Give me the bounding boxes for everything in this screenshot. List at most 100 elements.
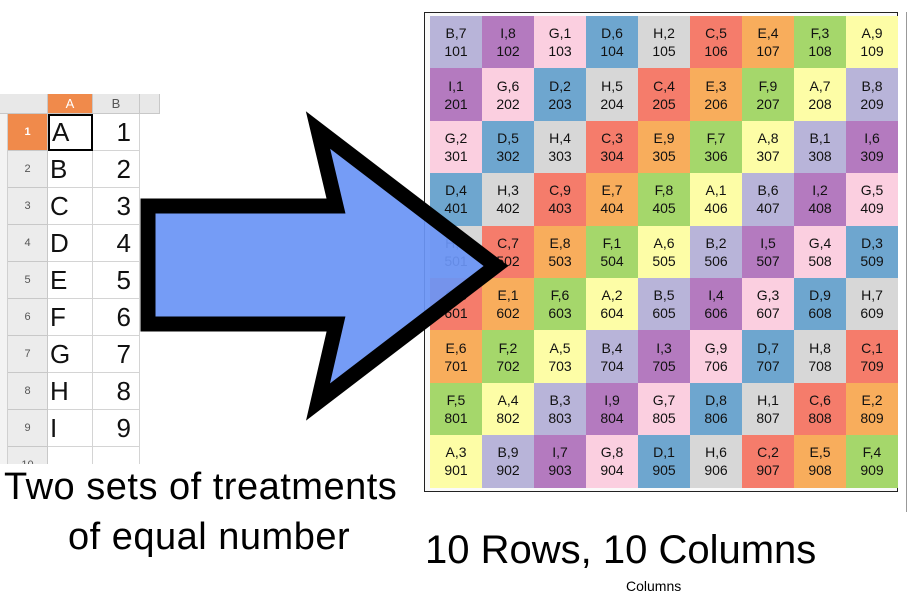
plot-treatment-label: I,3	[656, 339, 672, 356]
cell-a[interactable]: B	[48, 151, 93, 188]
plot-treatment-label: C,4	[653, 77, 675, 94]
plot-cell: G,3 607	[742, 277, 794, 331]
plot-treatment-label: H,2	[653, 25, 675, 42]
plot-treatment-label: C,1	[861, 339, 883, 356]
cell-b[interactable]: 7	[93, 336, 140, 373]
plot-treatment-label: E,2	[861, 391, 883, 408]
row-header[interactable]: 2	[8, 151, 48, 188]
cell-a[interactable]: D	[48, 225, 93, 262]
plot-treatment-label: A,5	[549, 339, 571, 356]
plot-cell: A,1 406	[690, 173, 742, 226]
plot-treatment-label: D,6	[601, 25, 623, 42]
plot-cell: E,7 404	[586, 173, 638, 226]
cell-a[interactable]	[48, 447, 93, 464]
plot-treatment-label: H,9	[445, 234, 467, 251]
plot-cell: H,5 204	[586, 68, 638, 121]
plot-cell: A,9 109	[846, 16, 898, 69]
plot-cell: I,9 804	[586, 382, 638, 436]
cell-a[interactable]: H	[48, 373, 93, 410]
plot-treatment-label: B,1	[809, 129, 831, 146]
plot-treatment-label: E,3	[705, 77, 727, 94]
plot-cell: H,6 906	[690, 435, 742, 488]
row-header[interactable]: 3	[8, 188, 48, 225]
plot-cell: E,2 809	[846, 382, 898, 436]
plot-number: 705	[652, 357, 676, 374]
row-header[interactable]: 10	[8, 447, 48, 464]
row-header[interactable]: 8	[8, 373, 48, 410]
plot-treatment-label: D,8	[705, 391, 727, 408]
plot-number: 707	[756, 357, 780, 374]
plot-cell: D,1 905	[638, 435, 690, 488]
row-header[interactable]: 9	[8, 410, 48, 447]
cell-b[interactable]: 8	[93, 373, 140, 410]
cell-a[interactable]: I	[48, 410, 93, 447]
plot-cell: B,5 605	[638, 277, 690, 331]
plot-number: 306	[704, 147, 728, 164]
plot-number: 502	[496, 252, 520, 269]
cell-a[interactable]: A	[48, 114, 93, 151]
plot-cell: F,2 702	[482, 330, 534, 383]
cell-a[interactable]: G	[48, 336, 93, 373]
row-header[interactable]: 6	[8, 299, 48, 336]
cell-a[interactable]: C	[48, 188, 93, 225]
row-header[interactable]: 4	[8, 225, 48, 262]
plot-treatment-label: B,7	[445, 25, 467, 42]
plot-treatment-label: G,1	[548, 25, 572, 42]
column-header-a[interactable]: A	[48, 94, 93, 114]
plot-cell: H,9 501	[430, 225, 482, 278]
cell-b[interactable]: 1	[93, 114, 140, 151]
cell-a[interactable]: F	[48, 299, 93, 336]
plot-treatment-label: F,2	[498, 339, 518, 356]
plot-treatment-label: G,6	[496, 77, 520, 94]
plot-cell: I,1 201	[430, 68, 482, 121]
plot-cell: F,8 405	[638, 173, 690, 226]
plot-treatment-label: H,8	[809, 339, 831, 356]
plot-treatment-label: G,8	[600, 444, 624, 461]
cell-b[interactable]: 9	[93, 410, 140, 447]
plot-treatment-label: I,4	[708, 287, 724, 304]
plot-treatment-label: H,5	[601, 77, 623, 94]
cell-b[interactable]: 6	[93, 299, 140, 336]
plot-treatment-label: A,9	[861, 25, 883, 42]
plot-number: 903	[548, 462, 572, 479]
sheet-corner[interactable]	[0, 94, 48, 114]
row-header[interactable]: 1	[8, 114, 48, 151]
cell-b[interactable]: 3	[93, 188, 140, 225]
plot-cell: C,9 403	[534, 173, 586, 226]
cell-b[interactable]: 5	[93, 262, 140, 299]
plot-number: 801	[444, 409, 468, 426]
plot-cell: A,4 802	[482, 382, 534, 436]
column-header-b[interactable]: B	[93, 94, 140, 114]
plot-cell: C,2 907	[742, 435, 794, 488]
plot-treatment-label: F,6	[550, 287, 570, 304]
plot-cell: B,6 407	[742, 173, 794, 226]
row-header[interactable]: 5	[8, 262, 48, 299]
plot-number: 807	[756, 409, 780, 426]
plot-cell: A,2 604	[586, 277, 638, 331]
plot-treatment-label: I,5	[760, 234, 776, 251]
plot-cell: H,8 708	[794, 330, 846, 383]
plot-number: 205	[652, 95, 676, 112]
plot-treatment-label: B,8	[861, 77, 883, 94]
plot-cell: E,9 305	[638, 120, 690, 174]
plot-treatment-label: B,4	[601, 339, 623, 356]
cell-b[interactable]: 4	[93, 225, 140, 262]
plot-cell: D,3 509	[846, 225, 898, 278]
plot-cell: A,8 307	[742, 120, 794, 174]
plot-number: 704	[600, 357, 624, 374]
row-header[interactable]: 7	[8, 336, 48, 373]
cell-b[interactable]	[93, 447, 140, 464]
plot-number: 606	[704, 305, 728, 322]
plot-cell: F,3 108	[794, 16, 846, 69]
plot-treatment-label: E,9	[653, 129, 675, 146]
cell-a[interactable]: E	[48, 262, 93, 299]
cell-b[interactable]: 2	[93, 151, 140, 188]
plot-number: 608	[808, 305, 832, 322]
plot-cell: G,6 202	[482, 68, 534, 121]
plot-number: 401	[444, 200, 468, 217]
column-header-c[interactable]	[140, 94, 160, 114]
plot-cell: G,4 508	[794, 225, 846, 278]
plot-number: 405	[652, 200, 676, 217]
field-plot-grid: B,7 101 I,8 102 G,1 103 D,6 104 H,2 105 C,5 106 E,4 1…	[430, 16, 898, 488]
